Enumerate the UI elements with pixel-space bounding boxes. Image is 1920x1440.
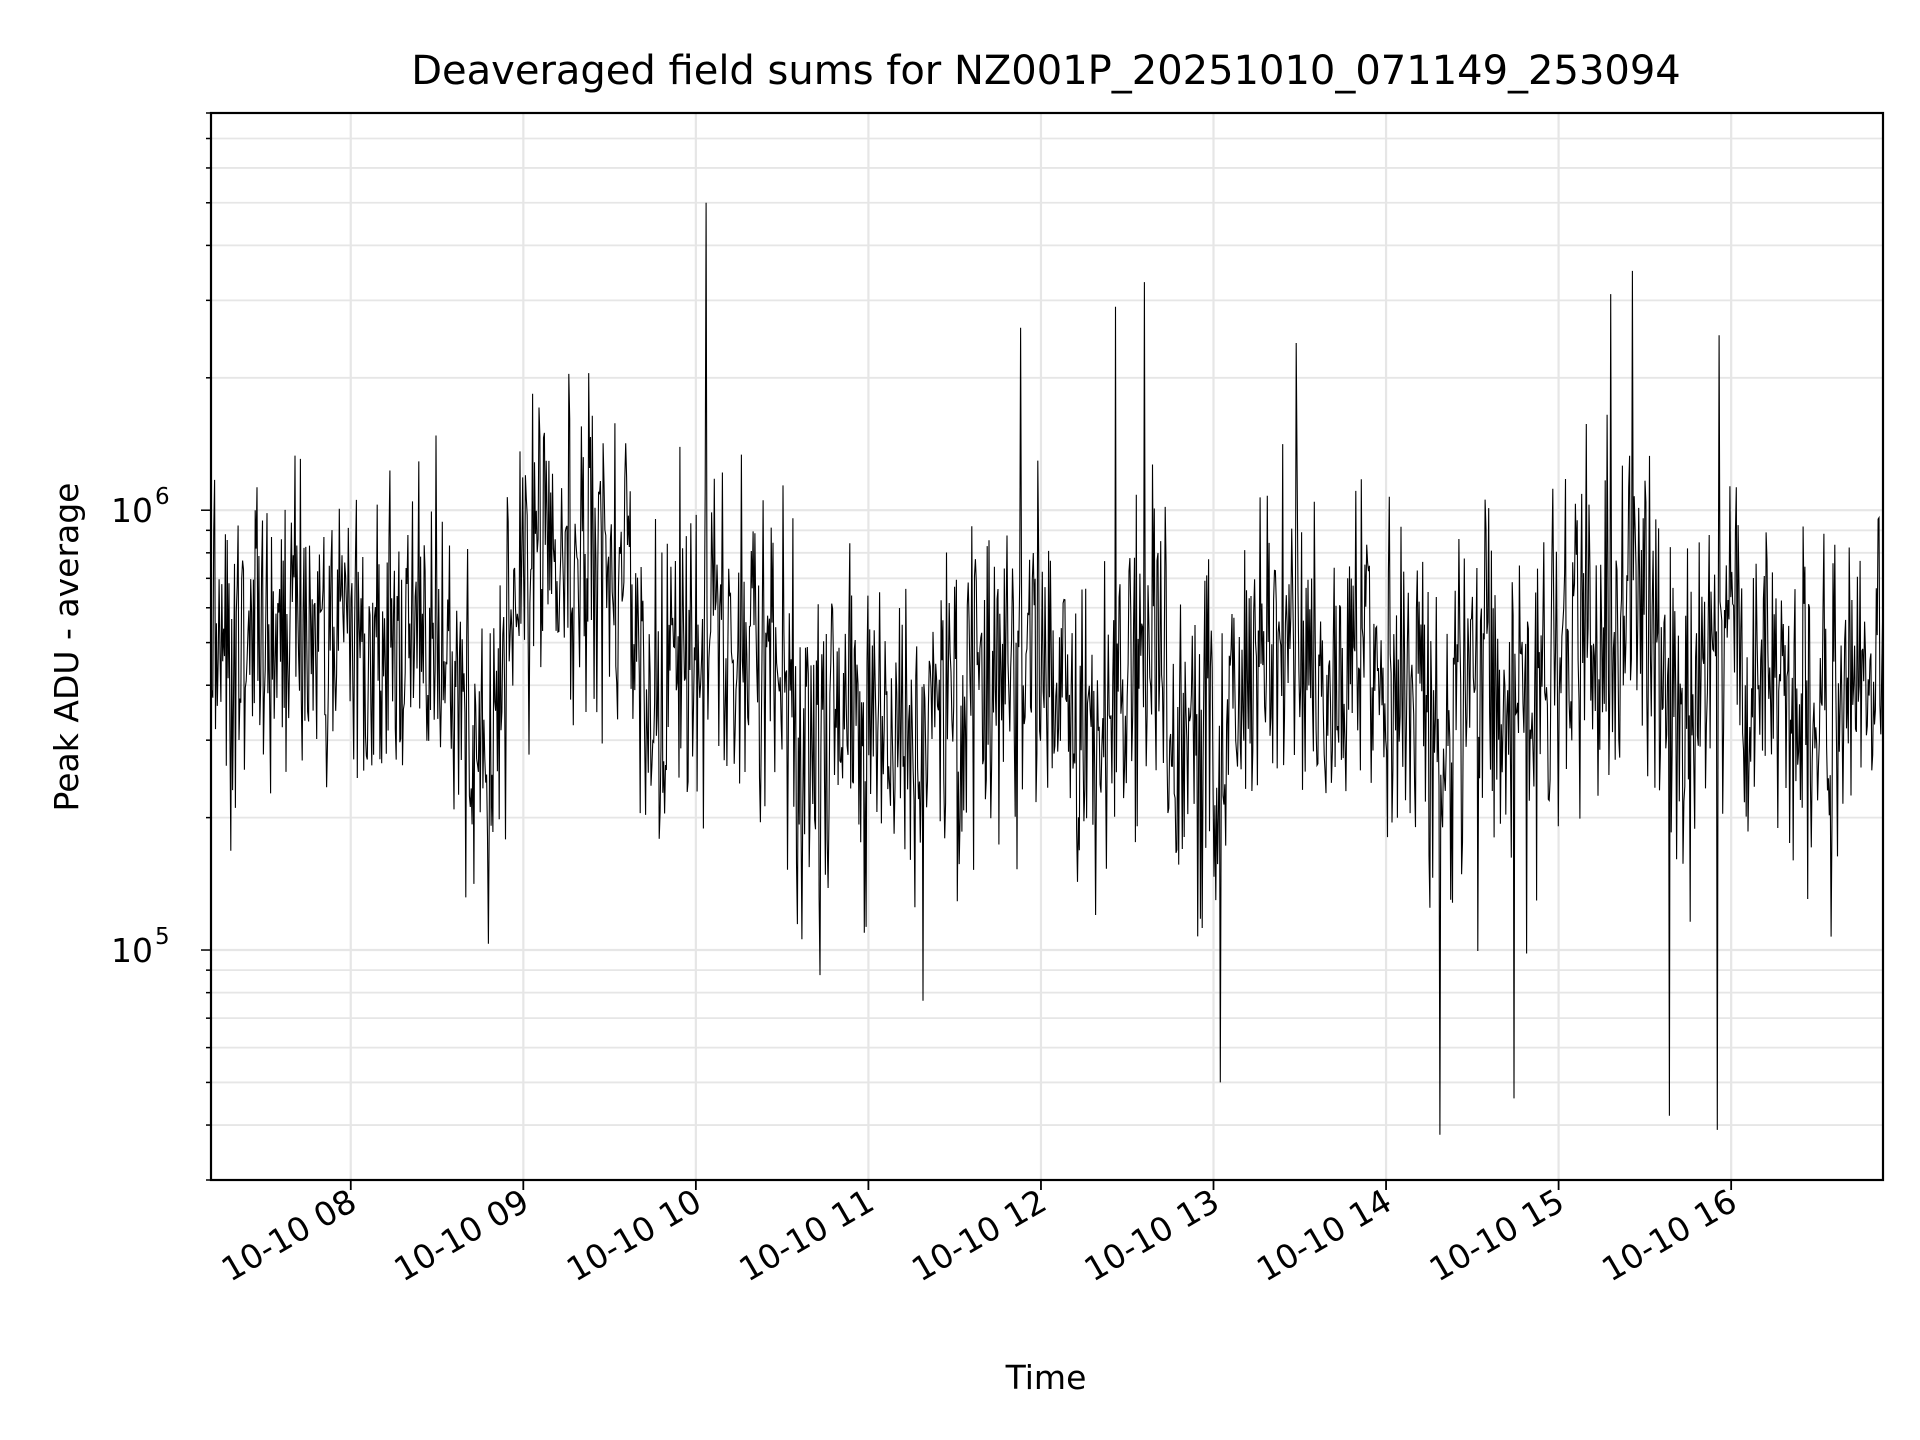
plot-area-frame xyxy=(209,111,1885,1182)
y-tick-base: 10 xyxy=(111,491,153,530)
series-line-path xyxy=(211,202,1884,1135)
series-line xyxy=(211,202,1884,1135)
y-axis-title: Peak ADU - average xyxy=(47,483,86,812)
chart-title: Deaveraged field sums for NZ001P_2025101… xyxy=(411,48,1681,94)
y-tick-exponent: 5 xyxy=(155,924,170,950)
y-tick-base: 10 xyxy=(111,931,153,970)
y-tick-label: 10 xyxy=(111,491,153,530)
y-tick-label: 10 xyxy=(111,931,153,970)
y-tick-exponent: 6 xyxy=(155,484,170,510)
x-axis-title: Time xyxy=(1005,1358,1087,1397)
